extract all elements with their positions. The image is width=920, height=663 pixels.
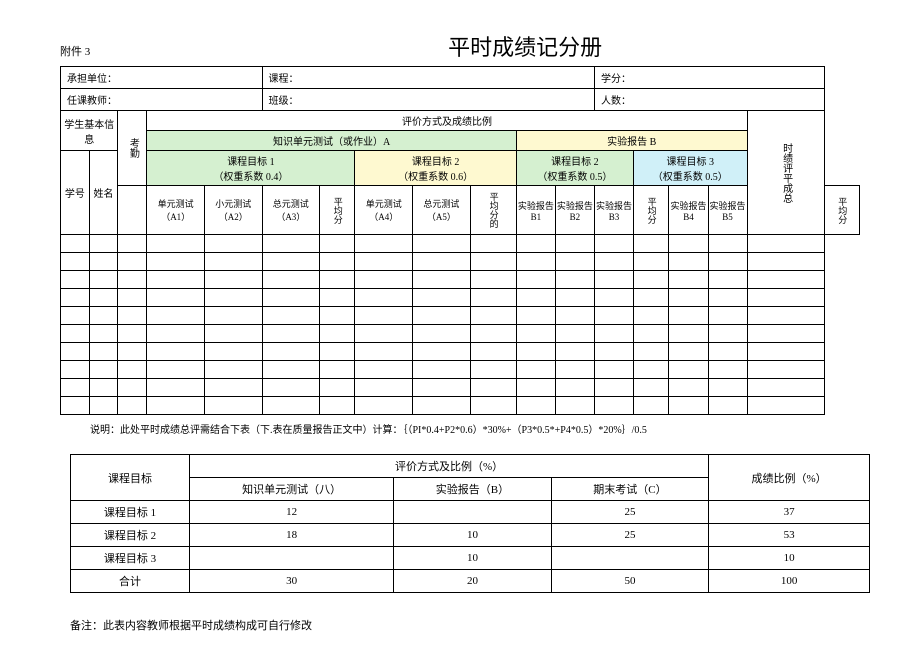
avg3-header: 平均分 [634,186,669,235]
count-cell: 人数： [594,89,824,111]
student-id-header: 学号 [61,151,90,235]
avg1-header: 平均分 [320,186,355,235]
a3-header: 总元测试（A3） [262,186,320,235]
class-cell: 班级： [262,89,594,111]
summary-exam-header: 期末考试（C） [551,478,708,501]
table-row: 10 [709,547,870,570]
a4-header: 单元测试（A4） [355,186,413,235]
avg2-header: 平均分的 [470,186,516,235]
calculation-note: 说明：此处平时成绩总评需结合下表（下.表在质量报告正文中）计算：｛（PI*0.4… [90,421,860,436]
main-table: 承担单位： 课程： 学分： 任课教师： 班级： 人数： 学生基本信息 考勤 评价… [60,66,860,415]
summary-exp-header: 实验报告（B） [394,478,551,501]
student-info-header: 学生基本信息 [61,111,118,151]
table-row: 53 [709,524,870,547]
attachment-label: 附件 3 [60,43,90,59]
table-row: 50 [551,570,708,593]
course-cell: 课程： [262,67,594,89]
summary-eval-header: 评价方式及比例（%） [189,455,708,478]
credit-cell: 学分： [594,67,824,89]
table-row: 课程目标 3 [71,547,190,570]
goal2a-header: 课程目标 2（权重系数 0.6） [355,151,516,186]
table-row: 合计 [71,570,190,593]
attendance-sub [118,186,147,235]
page-title: 平时成绩记分册 [190,30,860,62]
table-row: 25 [551,501,708,524]
table-row [189,547,393,570]
student-name-header: 姓名 [89,151,118,235]
summary-table: 课程目标 评价方式及比例（%） 成绩比例（%） 知识单元测试（八） 实验报告（B… [70,454,870,593]
goal2b-header: 课程目标 2（权重系数 0.5） [516,151,633,186]
b4-header: 实验报告B4 [669,186,708,235]
a5-header: 总元测试（A5） [413,186,471,235]
teacher-cell: 任课教师： [61,89,263,111]
summary-goal-header: 课程目标 [71,455,190,501]
a1-header: 单元测试（A1） [147,186,205,235]
total-header: 时绩评平成总 [747,111,824,235]
experiment-header: 实验报告 B [516,131,747,151]
table-row: 30 [189,570,393,593]
table-row: 10 [394,524,551,547]
table-row: 课程目标 1 [71,501,190,524]
table-row: 18 [189,524,393,547]
eval-header: 评价方式及成绩比例 [147,111,747,131]
table-row: 100 [709,570,870,593]
unit-cell: 承担单位： [61,67,263,89]
table-row: 12 [189,501,393,524]
summary-test-header: 知识单元测试（八） [189,478,393,501]
goal3-header: 课程目标 3（权重系数 0.5） [634,151,748,186]
table-row: 课程目标 2 [71,524,190,547]
a2-header: 小元测试（A2） [204,186,262,235]
footer-note: 备注：此表内容教师根据平时成绩构成可自行修改 [70,617,860,633]
knowledge-test-header: 知识单元测试（或作业）A [147,131,516,151]
attendance-header: 考勤 [118,111,147,186]
table-row: 10 [394,547,551,570]
b1-header: 实验报告B1 [516,186,555,235]
table-row [394,501,551,524]
summary-ratio-header: 成绩比例（%） [709,455,870,501]
table-row: 20 [394,570,551,593]
table-row: 25 [551,524,708,547]
b3-header: 实验报告B3 [594,186,633,235]
table-row: 37 [709,501,870,524]
avg4-header: 平均分 [824,186,859,235]
table-row [551,547,708,570]
b2-header: 实验报告B2 [555,186,594,235]
goal1-header: 课程目标 1（权重系数 0.4） [147,151,355,186]
b5-header: 实验报告B5 [708,186,747,235]
